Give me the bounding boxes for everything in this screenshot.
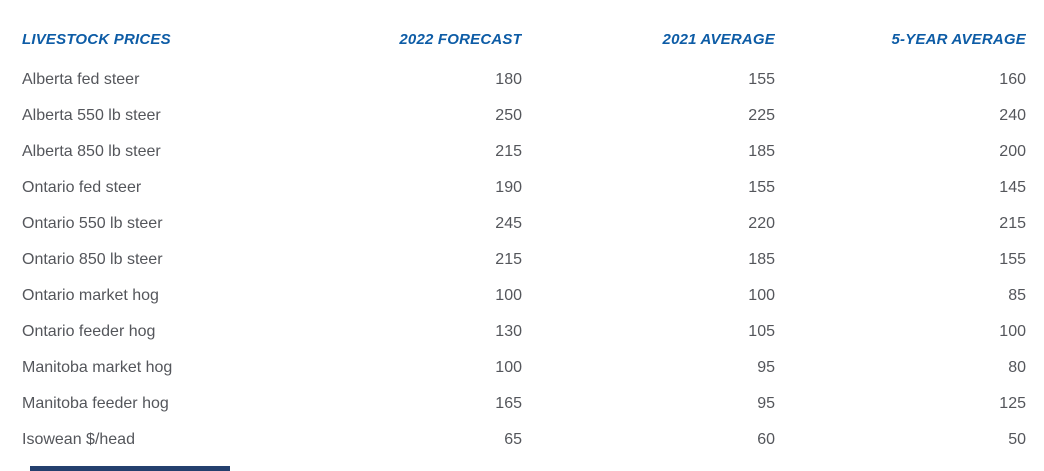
cell-2021-average: 95 [757,395,775,412]
cell-5-year-average: 80 [1008,359,1026,376]
cell-2022-forecast: 190 [495,179,522,196]
table-row: Alberta 850 lb steer 215 185 200 [22,134,1026,170]
column-header-2022-forecast: 2022 FORECAST [399,30,522,48]
cell-5-year-average: 85 [1008,287,1026,304]
cell-2021-average: 220 [748,215,775,232]
table-row: Ontario market hog 100 100 85 [22,278,1026,314]
cell-2021-average: 100 [748,287,775,304]
cell-2022-forecast: 215 [495,143,522,160]
cell-2021-average: 185 [748,143,775,160]
cell-2022-forecast: 100 [495,287,522,304]
cell-2021-average: 155 [748,179,775,196]
cell-2022-forecast: 215 [495,251,522,268]
cell-5-year-average: 215 [999,215,1026,232]
cell-2021-average: 60 [757,431,775,448]
cell-5-year-average: 145 [999,179,1026,196]
cell-5-year-average: 240 [999,107,1026,124]
table-row: Manitoba feeder hog 165 95 125 [22,386,1026,422]
table-header-row: LIVESTOCK PRICES 2022 FORECAST 2021 AVER… [22,22,1026,56]
cell-2021-average: 185 [748,251,775,268]
row-label: Ontario market hog [22,287,159,304]
column-header-5-year-average: 5-YEAR AVERAGE [891,30,1026,48]
table-row: Isowean $/head 65 60 50 [22,422,1026,458]
cell-2021-average: 95 [757,359,775,376]
cell-2022-forecast: 250 [495,107,522,124]
cell-2022-forecast: 165 [495,395,522,412]
row-label: Alberta fed steer [22,71,140,88]
row-label: Ontario 550 lb steer [22,215,163,232]
row-label: Ontario fed steer [22,179,142,196]
cell-5-year-average: 50 [1008,431,1026,448]
table-row: Alberta fed steer 180 155 160 [22,62,1026,98]
table-row: Ontario feeder hog 130 105 100 [22,314,1026,350]
row-label: Isowean $/head [22,431,135,448]
row-label: Alberta 550 lb steer [22,107,161,124]
cell-2022-forecast: 245 [495,215,522,232]
cell-2021-average: 155 [748,71,775,88]
table-row: Ontario 550 lb steer 245 220 215 [22,206,1026,242]
livestock-prices-table: LIVESTOCK PRICES 2022 FORECAST 2021 AVER… [22,22,1026,458]
row-label: Manitoba market hog [22,359,173,376]
row-label: Ontario feeder hog [22,323,156,340]
cell-2022-forecast: 180 [495,71,522,88]
table-row: Ontario fed steer 190 155 145 [22,170,1026,206]
cell-2022-forecast: 65 [504,431,522,448]
column-header-livestock-prices: LIVESTOCK PRICES [22,30,171,48]
cell-2022-forecast: 100 [495,359,522,376]
cell-5-year-average: 160 [999,71,1026,88]
table-row: Ontario 850 lb steer 215 185 155 [22,242,1026,278]
table-row: Alberta 550 lb steer 250 225 240 [22,98,1026,134]
cell-2021-average: 225 [748,107,775,124]
cell-2022-forecast: 130 [495,323,522,340]
row-label: Alberta 850 lb steer [22,143,161,160]
cell-5-year-average: 200 [999,143,1026,160]
column-header-2021-average: 2021 AVERAGE [662,30,775,48]
row-label: Ontario 850 lb steer [22,251,163,268]
table-row: Manitoba market hog 100 95 80 [22,350,1026,386]
cell-5-year-average: 125 [999,395,1026,412]
cell-2021-average: 105 [748,323,775,340]
cell-5-year-average: 155 [999,251,1026,268]
footer-accent-bar [30,466,230,471]
cell-5-year-average: 100 [999,323,1026,340]
row-label: Manitoba feeder hog [22,395,169,412]
